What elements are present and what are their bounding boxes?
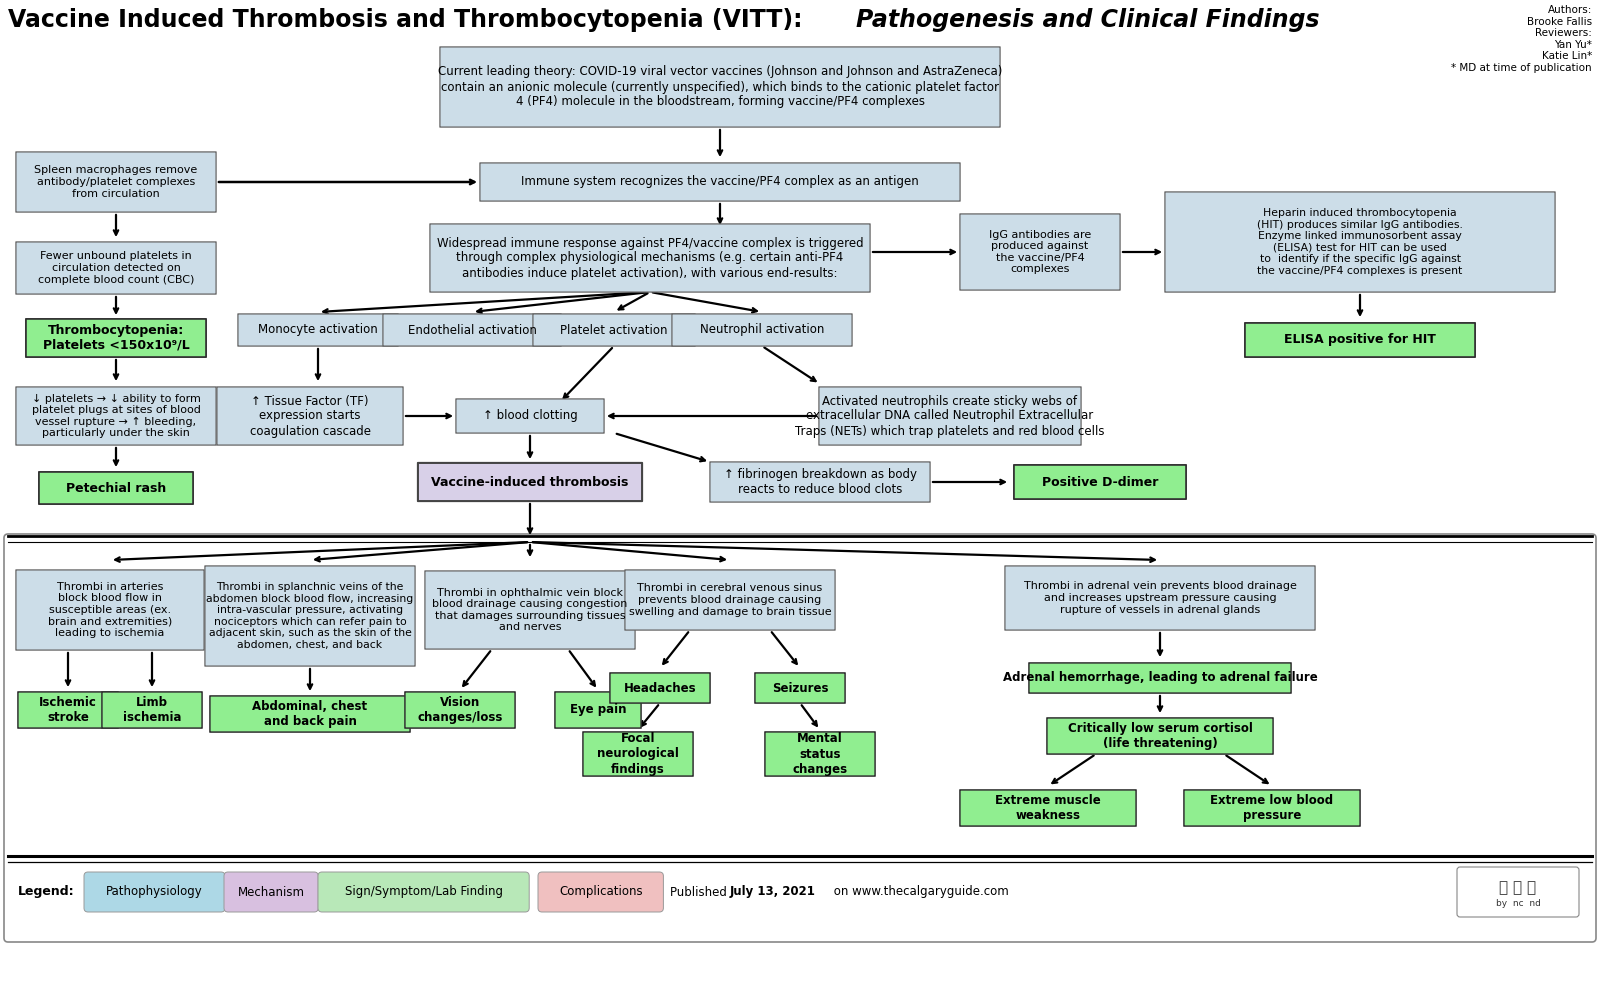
Text: Thrombi in adrenal vein prevents blood drainage
and increases upstream pressure : Thrombi in adrenal vein prevents blood d… — [1024, 581, 1296, 615]
Text: Thrombi in ophthalmic vein block
blood drainage causing congestion
that damages : Thrombi in ophthalmic vein block blood d… — [432, 588, 627, 632]
FancyBboxPatch shape — [26, 319, 206, 357]
FancyBboxPatch shape — [610, 673, 710, 703]
FancyBboxPatch shape — [18, 692, 118, 728]
FancyBboxPatch shape — [16, 152, 216, 212]
FancyBboxPatch shape — [224, 872, 318, 912]
FancyBboxPatch shape — [1458, 867, 1579, 917]
FancyBboxPatch shape — [960, 214, 1120, 290]
Text: on www.thecalgaryguide.com: on www.thecalgaryguide.com — [830, 886, 1008, 898]
Text: Thrombi in arteries
block blood flow in
susceptible areas (ex.
brain and extremi: Thrombi in arteries block blood flow in … — [48, 582, 173, 638]
FancyBboxPatch shape — [456, 399, 605, 433]
FancyBboxPatch shape — [83, 872, 226, 912]
FancyBboxPatch shape — [1046, 718, 1274, 754]
FancyBboxPatch shape — [38, 472, 194, 504]
Text: Seizures: Seizures — [771, 682, 829, 694]
FancyBboxPatch shape — [210, 696, 410, 732]
FancyBboxPatch shape — [430, 224, 870, 292]
Text: Monocyte activation: Monocyte activation — [258, 324, 378, 336]
Text: Fewer unbound platelets in
circulation detected on
complete blood count (CBC): Fewer unbound platelets in circulation d… — [38, 251, 194, 285]
FancyBboxPatch shape — [382, 314, 562, 346]
FancyBboxPatch shape — [1184, 790, 1360, 826]
Text: Pathogenesis and Clinical Findings: Pathogenesis and Clinical Findings — [856, 8, 1320, 32]
Text: Thrombocytopenia:
Platelets <150x10⁹/L: Thrombocytopenia: Platelets <150x10⁹/L — [43, 324, 189, 352]
FancyBboxPatch shape — [582, 732, 693, 776]
Text: Published: Published — [670, 886, 731, 898]
Text: Adrenal hemorrhage, leading to adrenal failure: Adrenal hemorrhage, leading to adrenal f… — [1003, 672, 1317, 684]
FancyBboxPatch shape — [960, 790, 1136, 826]
Text: Extreme low blood
pressure: Extreme low blood pressure — [1211, 794, 1333, 822]
Text: Spleen macrophages remove
antibody/platelet complexes
from circulation: Spleen macrophages remove antibody/plate… — [34, 165, 198, 199]
Text: Critically low serum cortisol
(life threatening): Critically low serum cortisol (life thre… — [1067, 722, 1253, 750]
FancyBboxPatch shape — [238, 314, 398, 346]
FancyBboxPatch shape — [102, 692, 202, 728]
Text: Limb
ischemia: Limb ischemia — [123, 696, 181, 724]
FancyBboxPatch shape — [1005, 566, 1315, 630]
FancyBboxPatch shape — [16, 242, 216, 294]
Text: Endothelial activation: Endothelial activation — [408, 324, 536, 336]
FancyBboxPatch shape — [16, 570, 205, 650]
Text: Extreme muscle
weakness: Extreme muscle weakness — [995, 794, 1101, 822]
Text: Pathophysiology: Pathophysiology — [106, 886, 203, 898]
FancyBboxPatch shape — [555, 692, 642, 728]
Text: Mental
status
changes: Mental status changes — [792, 732, 848, 776]
FancyBboxPatch shape — [672, 314, 853, 346]
Text: Abdominal, chest
and back pain: Abdominal, chest and back pain — [253, 700, 368, 728]
FancyBboxPatch shape — [538, 872, 664, 912]
Text: ↑ blood clotting: ↑ blood clotting — [483, 410, 578, 422]
FancyBboxPatch shape — [765, 732, 875, 776]
Text: Ischemic
stroke: Ischemic stroke — [38, 696, 98, 724]
Text: Current leading theory: COVID-19 viral vector vaccines (Johnson and Johnson and : Current leading theory: COVID-19 viral v… — [438, 66, 1002, 108]
FancyBboxPatch shape — [1029, 663, 1291, 693]
FancyBboxPatch shape — [418, 463, 642, 501]
Text: July 13, 2021: July 13, 2021 — [730, 886, 816, 898]
Text: ELISA positive for HIT: ELISA positive for HIT — [1285, 334, 1435, 347]
Text: ↑ Tissue Factor (TF)
expression starts
coagulation cascade: ↑ Tissue Factor (TF) expression starts c… — [250, 394, 371, 438]
FancyBboxPatch shape — [480, 163, 960, 201]
Text: Heparin induced thrombocytopenia
(HIT) produces similar IgG antibodies.
Enzyme l: Heparin induced thrombocytopenia (HIT) p… — [1258, 208, 1462, 276]
Text: Complications: Complications — [558, 886, 643, 898]
Text: Ⓒ ⓑ ⓓ: Ⓒ ⓑ ⓓ — [1499, 880, 1536, 896]
FancyBboxPatch shape — [16, 387, 216, 445]
Text: Thrombi in splanchnic veins of the
abdomen block blood flow, increasing
intra-va: Thrombi in splanchnic veins of the abdom… — [206, 582, 414, 650]
FancyBboxPatch shape — [318, 872, 530, 912]
FancyBboxPatch shape — [626, 570, 835, 630]
Text: Immune system recognizes the vaccine/PF4 complex as an antigen: Immune system recognizes the vaccine/PF4… — [522, 176, 918, 188]
Text: Eye pain: Eye pain — [570, 704, 626, 716]
Text: ↓ platelets → ↓ ability to form
platelet plugs at sites of blood
vessel rupture : ↓ platelets → ↓ ability to form platelet… — [32, 394, 200, 438]
Text: Mechanism: Mechanism — [238, 886, 304, 898]
FancyBboxPatch shape — [533, 314, 694, 346]
FancyBboxPatch shape — [710, 462, 930, 502]
Text: Focal
neurological
findings: Focal neurological findings — [597, 732, 678, 776]
FancyBboxPatch shape — [205, 566, 414, 666]
FancyBboxPatch shape — [426, 571, 635, 649]
FancyBboxPatch shape — [1165, 192, 1555, 292]
Text: Vaccine-induced thrombosis: Vaccine-induced thrombosis — [432, 476, 629, 488]
FancyBboxPatch shape — [755, 673, 845, 703]
Text: Widespread immune response against PF4/vaccine complex is triggered
through comp: Widespread immune response against PF4/v… — [437, 236, 864, 279]
FancyBboxPatch shape — [218, 387, 403, 445]
FancyBboxPatch shape — [440, 47, 1000, 127]
Text: Neutrophil activation: Neutrophil activation — [699, 324, 824, 336]
Text: Sign/Symptom/Lab Finding: Sign/Symptom/Lab Finding — [344, 886, 502, 898]
Text: Vision
changes/loss: Vision changes/loss — [418, 696, 502, 724]
Text: Thrombi in cerebral venous sinus
prevents blood drainage causing
swelling and da: Thrombi in cerebral venous sinus prevent… — [629, 583, 832, 617]
Text: by  nc  nd: by nc nd — [1496, 900, 1541, 908]
FancyBboxPatch shape — [405, 692, 515, 728]
FancyBboxPatch shape — [819, 387, 1082, 445]
FancyBboxPatch shape — [1014, 465, 1186, 499]
Text: Activated neutrophils create sticky webs of
extracellular DNA called Neutrophil : Activated neutrophils create sticky webs… — [795, 394, 1104, 438]
Text: ↑ fibrinogen breakdown as body
reacts to reduce blood clots: ↑ fibrinogen breakdown as body reacts to… — [723, 468, 917, 496]
Text: Positive D-dimer: Positive D-dimer — [1042, 476, 1158, 488]
Text: Authors:
Brooke Fallis
Reviewers:
Yan Yu*
Katie Lin*
* MD at time of publication: Authors: Brooke Fallis Reviewers: Yan Yu… — [1451, 5, 1592, 73]
Text: Headaches: Headaches — [624, 682, 696, 694]
Text: Platelet activation: Platelet activation — [560, 324, 667, 336]
Text: Petechial rash: Petechial rash — [66, 482, 166, 494]
Text: Legend:: Legend: — [18, 886, 75, 898]
Text: IgG antibodies are
produced against
the vaccine/PF4
complexes: IgG antibodies are produced against the … — [989, 230, 1091, 274]
FancyBboxPatch shape — [1245, 323, 1475, 357]
Text: Vaccine Induced Thrombosis and Thrombocytopenia (VITT):: Vaccine Induced Thrombosis and Thrombocy… — [8, 8, 811, 32]
